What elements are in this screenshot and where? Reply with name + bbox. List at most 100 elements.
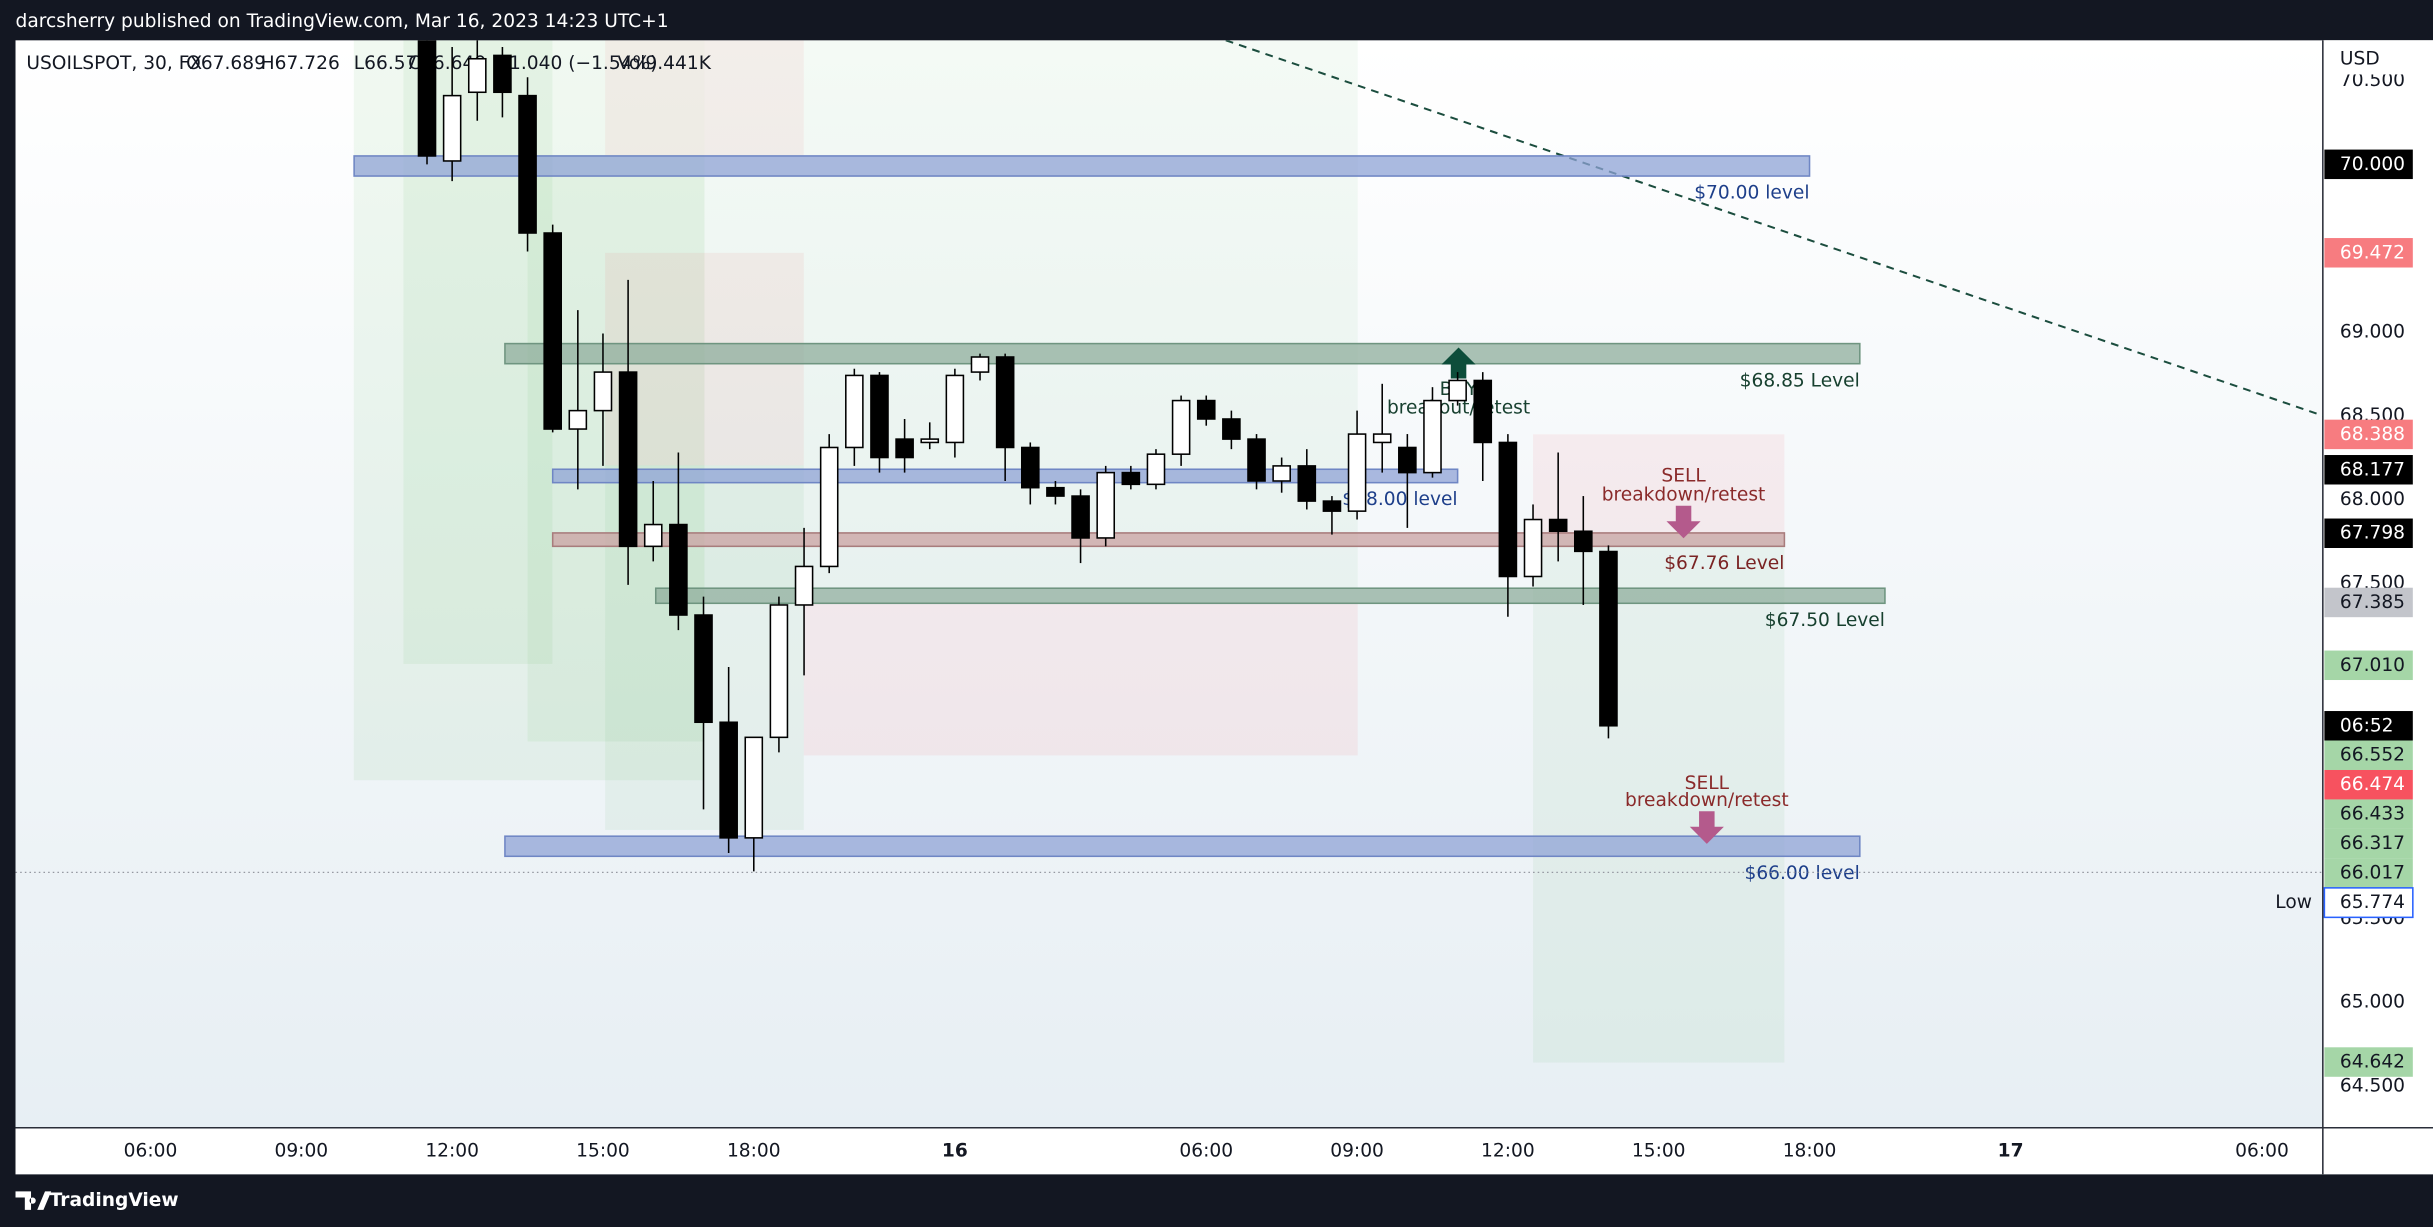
price-badge-label: 69.472 <box>2340 242 2405 263</box>
trendline <box>1225 40 2323 417</box>
x-tick-label: 15:00 <box>1632 1140 1686 1161</box>
candle-body <box>870 374 889 459</box>
brand-logo <box>15 1191 52 1210</box>
price-badge-label: 66.317 <box>2340 833 2405 854</box>
annotation-text: breakdown/retest <box>1602 484 1766 505</box>
candle-body <box>1272 465 1291 482</box>
price-badge-label: 64.642 <box>2340 1052 2405 1073</box>
candle-body <box>1222 418 1241 440</box>
x-tick-label: 06:00 <box>124 1140 178 1161</box>
level-label: $68.85 Level <box>1740 370 1860 391</box>
price-badge <box>2324 858 2413 888</box>
legend-high: H67.726 <box>261 53 340 74</box>
candle-body <box>518 94 537 234</box>
candle-body <box>669 523 688 616</box>
candle-body <box>719 721 738 839</box>
plot: USOILSPOT, 30, FX O67.689 H67.726 L66.57… <box>26 40 2323 1063</box>
position-box <box>803 601 1358 756</box>
countdown-badge <box>2324 711 2413 741</box>
y-tick-label: 70.500 <box>2340 70 2405 91</box>
price-badge <box>2324 1047 2413 1077</box>
candle-body <box>1423 399 1442 474</box>
countdown: 06:52 <box>2340 715 2394 736</box>
candle-body <box>1096 471 1116 539</box>
candle-body <box>945 374 965 444</box>
candle-body <box>643 523 663 548</box>
x-tick-label: 06:00 <box>2235 1140 2289 1161</box>
y-tick-label: 65.000 <box>2340 992 2405 1013</box>
candle-body <box>920 438 940 444</box>
x-tick-label: 17 <box>1998 1140 2024 1161</box>
candle-body <box>995 356 1015 449</box>
price-badge <box>2324 455 2413 485</box>
price-badge <box>2324 828 2413 859</box>
currency-box <box>2324 40 2433 75</box>
annotation-text: breakout/retest <box>1387 397 1530 418</box>
candle-body <box>442 94 462 162</box>
level-label: $67.76 Level <box>1664 553 1784 574</box>
annotation-text: SELL <box>1661 466 1706 487</box>
candle-body <box>1322 500 1342 512</box>
sell-arrow <box>1689 811 1724 844</box>
level-label: $68.00 level <box>1342 489 1457 510</box>
x-tick-label: 16 <box>942 1140 968 1161</box>
x-tick-label: 12:00 <box>425 1140 479 1161</box>
candle-body <box>1599 550 1618 727</box>
brand: TradingView <box>50 1190 179 1211</box>
legend-volume: Vol9.441K <box>618 53 712 74</box>
price-badge <box>2324 419 2413 450</box>
position-box <box>1533 535 1785 1063</box>
price-badge <box>2324 149 2413 180</box>
x-tick-label: 09:00 <box>1330 1140 1384 1161</box>
candle-body <box>1548 518 1568 533</box>
page-title: darcsherry published on TradingView.com,… <box>16 11 669 32</box>
candle-body <box>1196 399 1216 420</box>
level-zone <box>551 532 1786 548</box>
price-badge <box>2323 887 2414 919</box>
candle-body <box>1297 465 1317 502</box>
sell-arrow <box>1666 505 1701 539</box>
price-badge-label: 70.000 <box>2340 154 2405 175</box>
level-zone <box>353 155 1811 177</box>
price-badge <box>2324 769 2413 800</box>
position-box <box>605 40 804 156</box>
level-zone <box>504 342 1861 365</box>
price-badge-label: 65.774 <box>2340 892 2405 913</box>
legend-low: L66.574 <box>354 53 429 74</box>
price-badge <box>2324 587 2413 618</box>
candle-body <box>1146 453 1166 486</box>
y-tick-label: 64.500 <box>2340 1075 2405 1096</box>
candle-body <box>467 57 487 94</box>
price-badge-label: 67.010 <box>2340 655 2405 676</box>
candle-body <box>970 356 990 373</box>
price-badge-label: 66.474 <box>2340 774 2405 795</box>
candle-body <box>1372 433 1392 444</box>
candle-body <box>1473 379 1493 444</box>
legend: USOILSPOT, 30, FX O67.689 H67.726 L66.57… <box>26 53 711 74</box>
price-badge-label: 68.177 <box>2340 459 2405 480</box>
y-tick-label: 68.000 <box>2340 489 2405 510</box>
candle-body <box>1171 399 1191 455</box>
x-tick-label: 15:00 <box>576 1140 630 1161</box>
price-badge <box>2324 650 2413 681</box>
price-badge <box>2324 740 2413 770</box>
legend-change: −1.040 (−1.54%) <box>493 53 657 74</box>
candle-body <box>1448 379 1467 402</box>
candle-body <box>794 565 814 606</box>
candle-body <box>1573 530 1593 553</box>
candle-body <box>694 614 713 724</box>
price-badge-note: Low <box>2275 892 2312 913</box>
candle-body <box>1247 438 1266 482</box>
axes: 06:00 09:00 12:00 15:00 18:00 16 06:00 09:00 12:… <box>15 70 2414 1161</box>
price-badge-label: 66.552 <box>2340 745 2405 766</box>
position-box <box>704 40 1358 590</box>
candle-body <box>895 438 914 459</box>
candles <box>417 40 1618 872</box>
y-tick-label: 69.000 <box>2340 321 2405 342</box>
price-badge-label: 66.017 <box>2340 863 2405 884</box>
candle-body <box>1498 441 1518 578</box>
candle-body <box>493 54 512 94</box>
candle-body <box>1398 446 1417 474</box>
x-tick-label: 12:00 <box>1481 1140 1535 1161</box>
price-badge <box>2324 799 2413 829</box>
